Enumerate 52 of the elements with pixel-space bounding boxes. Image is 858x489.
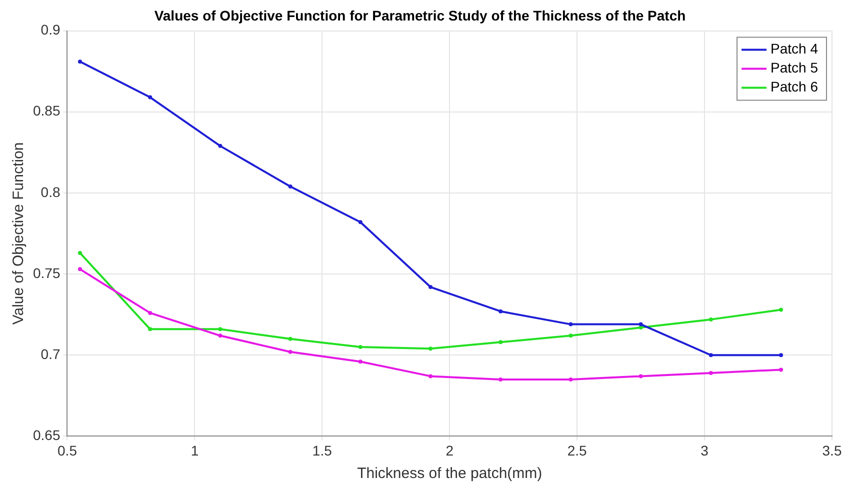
point [708,317,713,322]
point [779,353,784,358]
point [779,308,784,312]
point [568,322,573,326]
point [78,250,82,255]
x-tick-label: 2.5 [567,442,588,458]
point [638,322,643,326]
y-tick-label: 0.65 [33,427,60,444]
point [568,334,573,338]
point [78,267,82,272]
point [288,336,292,341]
point [78,60,82,64]
point [358,360,362,364]
x-tick-label: 2 [446,442,454,458]
y-tick-label: 0.75 [33,264,60,281]
point [498,340,503,344]
point [568,377,573,382]
y-tick-label: 0.8 [40,184,60,200]
point [708,353,713,358]
point [708,370,713,375]
point [288,184,292,188]
y-tick-label: 0.9 [40,22,60,38]
chart-title: Values of Objective Function for Parametric Study of the Thickness of the Patch [154,7,686,24]
point [218,327,222,332]
legend-label: Patch 6 [770,78,818,95]
point [428,374,433,378]
x-tick-label: 1 [190,442,199,458]
point [218,334,222,338]
y-axis-title: Value of Objective Function [10,142,28,325]
x-axis-title: Thickness of the patch(mm) [357,465,542,482]
point [779,368,784,372]
point [148,95,152,100]
point [498,309,503,314]
point [428,285,433,290]
x-tick-label: 3 [700,442,709,458]
point [288,350,292,354]
x-tick-label: 0.5 [58,442,78,458]
x-tick-label: 3.5 [822,442,842,458]
point [638,374,643,378]
point [148,310,152,315]
legend-label: Patch 4 [770,40,818,57]
point [218,144,222,148]
point [638,326,643,330]
x-tick-label: 1.5 [312,442,332,458]
point [428,346,433,351]
point [148,327,152,332]
point [498,377,503,382]
y-tick-label: 0.7 [40,346,60,362]
point [358,345,362,350]
y-tick-label: 0.85 [33,102,60,119]
point [358,220,362,224]
legend-label: Patch 5 [770,60,818,76]
